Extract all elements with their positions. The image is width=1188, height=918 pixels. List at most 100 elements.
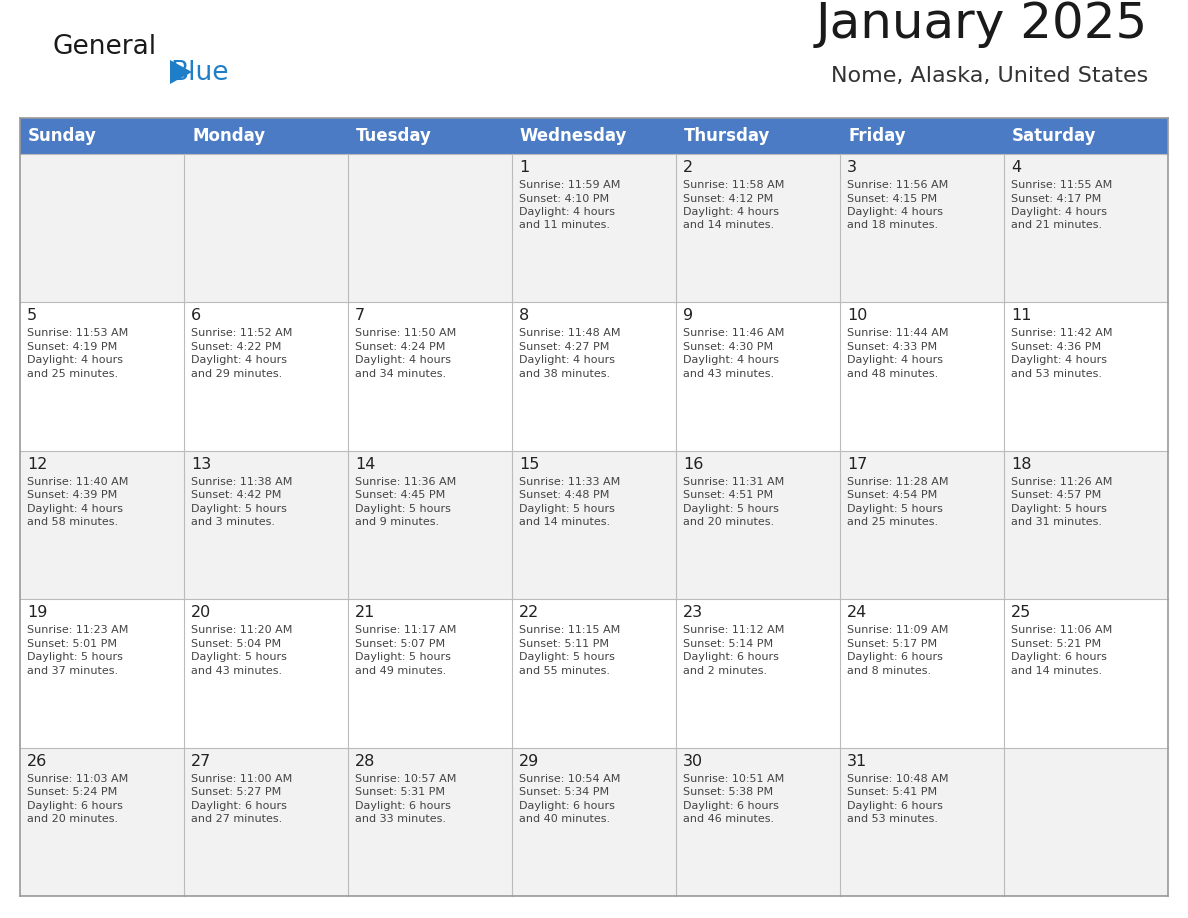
Text: and 38 minutes.: and 38 minutes. [519, 369, 611, 379]
Text: Daylight: 6 hours: Daylight: 6 hours [519, 800, 615, 811]
Text: Blue: Blue [170, 60, 228, 86]
Text: Daylight: 5 hours: Daylight: 5 hours [27, 652, 122, 662]
Text: and 8 minutes.: and 8 minutes. [847, 666, 931, 676]
Text: 23: 23 [683, 605, 703, 621]
Text: Nome, Alaska, United States: Nome, Alaska, United States [830, 66, 1148, 86]
Bar [20, 154, 1168, 302]
Text: and 53 minutes.: and 53 minutes. [847, 814, 939, 824]
Text: and 33 minutes.: and 33 minutes. [355, 814, 446, 824]
Text: 28: 28 [355, 754, 375, 768]
Text: Sunset: 5:38 PM: Sunset: 5:38 PM [683, 787, 773, 797]
Text: 9: 9 [683, 308, 693, 323]
Text: Daylight: 4 hours: Daylight: 4 hours [355, 355, 451, 365]
Text: Monday: Monday [192, 127, 265, 145]
Text: and 14 minutes.: and 14 minutes. [1011, 666, 1102, 676]
Text: Sunrise: 11:00 AM: Sunrise: 11:00 AM [191, 774, 292, 784]
Text: and 55 minutes.: and 55 minutes. [519, 666, 609, 676]
Text: 24: 24 [847, 605, 867, 621]
Text: Sunset: 4:10 PM: Sunset: 4:10 PM [519, 194, 609, 204]
Bar [20, 599, 1168, 747]
Text: and 31 minutes.: and 31 minutes. [1011, 518, 1102, 527]
Text: Daylight: 5 hours: Daylight: 5 hours [683, 504, 779, 514]
Text: Sunrise: 11:17 AM: Sunrise: 11:17 AM [355, 625, 456, 635]
Text: Sunset: 4:36 PM: Sunset: 4:36 PM [1011, 341, 1101, 352]
Text: 3: 3 [847, 160, 857, 175]
Text: 10: 10 [847, 308, 867, 323]
Text: 26: 26 [27, 754, 48, 768]
Text: Sunrise: 11:20 AM: Sunrise: 11:20 AM [191, 625, 292, 635]
Text: and 14 minutes.: and 14 minutes. [683, 220, 775, 230]
Text: Sunrise: 11:23 AM: Sunrise: 11:23 AM [27, 625, 128, 635]
Text: Sunrise: 11:15 AM: Sunrise: 11:15 AM [519, 625, 620, 635]
Text: and 25 minutes.: and 25 minutes. [27, 369, 118, 379]
Text: Sunrise: 11:55 AM: Sunrise: 11:55 AM [1011, 180, 1112, 190]
Text: Sunrise: 11:09 AM: Sunrise: 11:09 AM [847, 625, 948, 635]
Text: Daylight: 4 hours: Daylight: 4 hours [847, 355, 943, 365]
Text: Sunset: 4:57 PM: Sunset: 4:57 PM [1011, 490, 1101, 500]
Text: Daylight: 4 hours: Daylight: 4 hours [1011, 207, 1107, 217]
Text: Sunrise: 11:59 AM: Sunrise: 11:59 AM [519, 180, 620, 190]
Text: 7: 7 [355, 308, 365, 323]
Text: Sunrise: 11:06 AM: Sunrise: 11:06 AM [1011, 625, 1112, 635]
Text: Sunset: 5:04 PM: Sunset: 5:04 PM [191, 639, 282, 649]
Text: and 14 minutes.: and 14 minutes. [519, 518, 611, 527]
Text: and 34 minutes.: and 34 minutes. [355, 369, 447, 379]
Text: Sunday: Sunday [29, 127, 97, 145]
Text: 27: 27 [191, 754, 211, 768]
Text: Sunrise: 11:42 AM: Sunrise: 11:42 AM [1011, 329, 1112, 339]
Text: Sunrise: 11:53 AM: Sunrise: 11:53 AM [27, 329, 128, 339]
Text: Sunrise: 11:28 AM: Sunrise: 11:28 AM [847, 476, 948, 487]
Text: Sunrise: 11:52 AM: Sunrise: 11:52 AM [191, 329, 292, 339]
Text: Daylight: 4 hours: Daylight: 4 hours [27, 504, 124, 514]
Text: Sunrise: 11:58 AM: Sunrise: 11:58 AM [683, 180, 784, 190]
Text: Sunrise: 10:48 AM: Sunrise: 10:48 AM [847, 774, 948, 784]
Text: 14: 14 [355, 457, 375, 472]
Text: 25: 25 [1011, 605, 1031, 621]
Text: Sunset: 4:48 PM: Sunset: 4:48 PM [519, 490, 609, 500]
Text: 16: 16 [683, 457, 703, 472]
Text: Daylight: 6 hours: Daylight: 6 hours [683, 652, 779, 662]
Text: 31: 31 [847, 754, 867, 768]
Text: 17: 17 [847, 457, 867, 472]
Text: Daylight: 4 hours: Daylight: 4 hours [27, 355, 124, 365]
Text: and 43 minutes.: and 43 minutes. [683, 369, 775, 379]
Text: 15: 15 [519, 457, 539, 472]
Text: Daylight: 5 hours: Daylight: 5 hours [519, 652, 615, 662]
Text: 5: 5 [27, 308, 37, 323]
Bar [20, 747, 1168, 896]
Text: Sunset: 5:14 PM: Sunset: 5:14 PM [683, 639, 773, 649]
Text: Sunset: 4:45 PM: Sunset: 4:45 PM [355, 490, 446, 500]
Text: Friday: Friday [848, 127, 905, 145]
Text: Sunset: 4:17 PM: Sunset: 4:17 PM [1011, 194, 1101, 204]
Text: and 29 minutes.: and 29 minutes. [191, 369, 283, 379]
Text: Daylight: 6 hours: Daylight: 6 hours [1011, 652, 1107, 662]
Text: 22: 22 [519, 605, 539, 621]
Text: Tuesday: Tuesday [356, 127, 432, 145]
Text: 21: 21 [355, 605, 375, 621]
Text: Sunrise: 11:44 AM: Sunrise: 11:44 AM [847, 329, 948, 339]
Text: Daylight: 5 hours: Daylight: 5 hours [191, 652, 286, 662]
Text: 29: 29 [519, 754, 539, 768]
Text: Daylight: 4 hours: Daylight: 4 hours [1011, 355, 1107, 365]
Text: and 3 minutes.: and 3 minutes. [191, 518, 274, 527]
Text: Sunrise: 11:38 AM: Sunrise: 11:38 AM [191, 476, 292, 487]
Text: and 20 minutes.: and 20 minutes. [27, 814, 118, 824]
Text: 11: 11 [1011, 308, 1031, 323]
Text: Sunset: 4:51 PM: Sunset: 4:51 PM [683, 490, 773, 500]
Text: and 53 minutes.: and 53 minutes. [1011, 369, 1102, 379]
Text: Daylight: 6 hours: Daylight: 6 hours [683, 800, 779, 811]
Text: Wednesday: Wednesday [520, 127, 627, 145]
Text: and 46 minutes.: and 46 minutes. [683, 814, 775, 824]
Text: and 58 minutes.: and 58 minutes. [27, 518, 118, 527]
Text: Sunset: 4:15 PM: Sunset: 4:15 PM [847, 194, 937, 204]
Text: Sunset: 4:22 PM: Sunset: 4:22 PM [191, 341, 282, 352]
Text: Sunset: 5:01 PM: Sunset: 5:01 PM [27, 639, 116, 649]
Text: and 18 minutes.: and 18 minutes. [847, 220, 939, 230]
Text: and 48 minutes.: and 48 minutes. [847, 369, 939, 379]
Text: Sunset: 5:27 PM: Sunset: 5:27 PM [191, 787, 282, 797]
Text: Daylight: 4 hours: Daylight: 4 hours [847, 207, 943, 217]
Text: Sunrise: 10:51 AM: Sunrise: 10:51 AM [683, 774, 784, 784]
Text: Daylight: 4 hours: Daylight: 4 hours [683, 207, 779, 217]
Bar [20, 118, 1168, 154]
Text: Sunrise: 10:54 AM: Sunrise: 10:54 AM [519, 774, 620, 784]
